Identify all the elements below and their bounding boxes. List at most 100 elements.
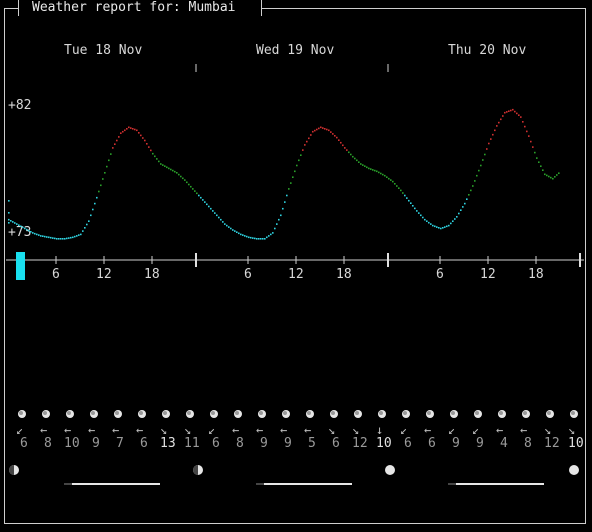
temp-point [390, 179, 392, 181]
temp-point [332, 133, 334, 135]
temp-point [382, 173, 384, 176]
weather-icon-shade [499, 411, 503, 415]
temp-point [186, 181, 188, 184]
temp-point [416, 210, 418, 212]
temp-point [208, 205, 210, 208]
wind-arrow: ← [64, 423, 72, 437]
temp-point [156, 158, 158, 160]
temp-point [160, 163, 162, 165]
temp-point [216, 214, 218, 217]
temp-point [134, 128, 136, 131]
temp-point [154, 155, 156, 158]
temp-point [320, 126, 322, 129]
temp-point [70, 236, 72, 239]
temp-point [300, 154, 302, 156]
temp-point [536, 157, 538, 159]
hour-label: 18 [528, 267, 544, 282]
temp-point [48, 236, 50, 239]
temp-point [170, 168, 172, 171]
temp-point [334, 135, 336, 137]
temp-point [110, 153, 112, 155]
temp-point [348, 151, 350, 154]
temp-point [294, 170, 296, 173]
temp-point [308, 137, 310, 140]
temp-point [376, 170, 378, 173]
temp-point [486, 148, 488, 150]
temp-point [374, 169, 376, 172]
temp-point [502, 115, 504, 117]
wind-speed: 7 [116, 436, 124, 451]
temp-point [306, 140, 308, 143]
temp-point [458, 212, 460, 215]
temp-point [162, 164, 164, 166]
temp-point [132, 128, 134, 130]
temp-point [140, 134, 142, 137]
y-max-label: +82 [8, 98, 32, 113]
temp-point [342, 144, 344, 147]
temp-point [530, 140, 532, 143]
temp-point [264, 238, 266, 240]
temp-point [548, 175, 550, 178]
moon-phase-shade [9, 465, 14, 475]
temp-point [248, 236, 250, 239]
temp-point [490, 138, 492, 140]
temp-point [414, 207, 416, 210]
temp-point [218, 216, 220, 219]
temp-point [280, 214, 282, 217]
temp-point [214, 212, 216, 214]
wind-arrow: ← [256, 423, 264, 437]
temp-point [504, 111, 506, 114]
temp-point [454, 218, 456, 220]
temp-point [100, 184, 102, 187]
temp-point [34, 232, 36, 235]
temp-point [36, 233, 38, 236]
temp-point [130, 127, 132, 129]
temp-point [96, 196, 98, 199]
temp-point [46, 236, 48, 238]
temp-point [446, 225, 448, 228]
temp-point [482, 159, 484, 161]
temp-point [192, 188, 194, 190]
weather-icon-shade [139, 411, 143, 415]
temp-point [240, 233, 242, 236]
temp-point [302, 149, 304, 151]
temp-point [288, 188, 290, 190]
temp-point [540, 165, 542, 167]
temp-point [378, 171, 380, 174]
wind-arrow: ↙ [16, 423, 24, 437]
temp-point [8, 218, 10, 221]
temp-point [534, 151, 536, 154]
weather-icon-shade [43, 411, 47, 415]
weather-icon-shade [163, 411, 167, 415]
temp-point [356, 159, 358, 162]
wind-speed: 10 [376, 436, 392, 451]
wind-speed: 11 [184, 436, 200, 451]
temp-point [434, 225, 436, 228]
temp-point [212, 210, 214, 212]
moon-phase-icon [385, 465, 395, 475]
hour-label: 12 [96, 267, 112, 282]
temp-point [298, 159, 300, 162]
temp-point [204, 201, 206, 203]
temp-point [124, 129, 126, 132]
wind-arrow: ← [520, 423, 528, 437]
temp-point [168, 167, 170, 170]
temp-point [200, 196, 202, 199]
temp-point [538, 161, 540, 163]
time-cursor[interactable] [16, 252, 25, 280]
temp-point [408, 199, 410, 202]
temp-point [126, 128, 128, 130]
temp-point [340, 141, 342, 144]
temp-point [422, 216, 424, 219]
weather-icon-shade [547, 411, 551, 415]
temp-point [558, 172, 560, 174]
temp-point [284, 201, 286, 203]
temp-point [462, 206, 464, 208]
weather-icon-shade [451, 411, 455, 415]
temp-point [158, 160, 160, 163]
wind-speed: 12 [544, 436, 560, 451]
temp-point [362, 164, 364, 166]
temp-point [190, 185, 192, 188]
temp-point [464, 202, 466, 205]
temp-point [44, 235, 46, 238]
